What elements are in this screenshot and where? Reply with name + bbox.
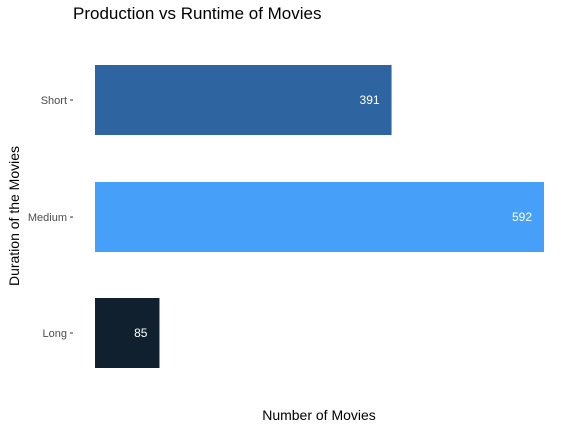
y-tick-label-short: Short	[41, 95, 67, 107]
bar-value-label-long: 85	[134, 326, 148, 340]
bar-medium	[95, 182, 544, 252]
chart-title: Production vs Runtime of Movies	[73, 4, 322, 23]
bar-value-label-medium: 592	[512, 210, 532, 224]
y-tick-label-medium: Medium	[28, 212, 67, 224]
bar-short	[95, 65, 392, 135]
x-axis-title: Number of Movies	[262, 407, 376, 423]
bar-long	[95, 298, 160, 368]
bar-value-label-short: 391	[360, 93, 380, 107]
y-tick-label-long: Long	[43, 328, 67, 340]
